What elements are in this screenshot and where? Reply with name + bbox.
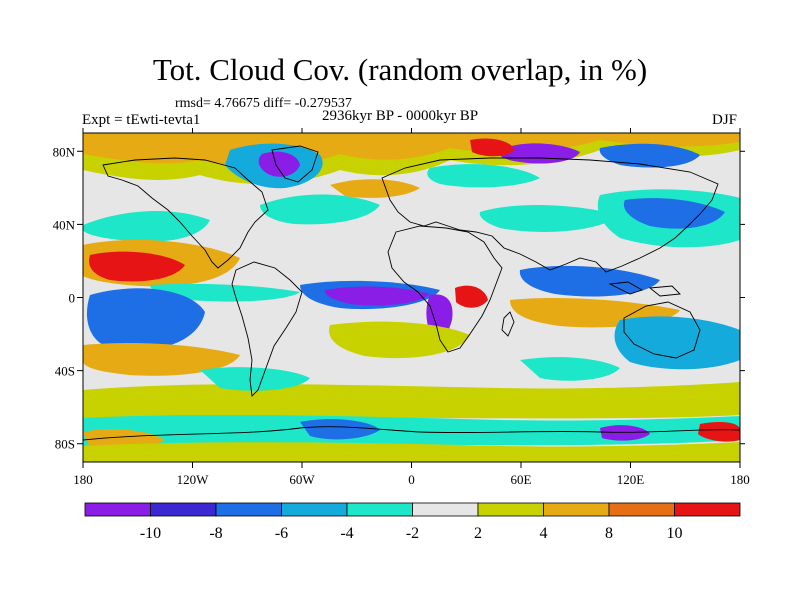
contour-field (83, 133, 740, 462)
lat-tick-label: 80N (53, 144, 76, 159)
colorbar-label: 8 (605, 525, 613, 542)
lon-tick-label: 60W (289, 472, 315, 487)
antarctic-cyan-band (83, 414, 740, 446)
colorbar-swatch (150, 502, 217, 517)
antarctic-purple-patch (600, 425, 650, 441)
asia-cyan (479, 204, 620, 232)
southern-ocean-cyan-b (520, 357, 620, 381)
greenland-purple (258, 151, 300, 177)
period-label: 2936kyr BP - 0000kyr BP (322, 108, 479, 124)
colorbar-label: -2 (406, 525, 419, 542)
experiment-label: Expt = tEwti-tevta1 (82, 112, 201, 128)
antarctic-red-east (698, 422, 740, 442)
antarctica-coast (83, 426, 740, 441)
atlantic-itcz-purple (324, 286, 430, 306)
colorbar-swatch (412, 502, 479, 517)
colorbar-label: -10 (140, 525, 161, 542)
indian-ocean-blue (519, 265, 660, 297)
lat-tick-label: 40N (53, 217, 76, 232)
colorbar-swatch (608, 502, 675, 517)
lon-tick-label: 120W (177, 472, 210, 487)
stats-readout: rmsd= 4.76675 diff= -0.279537 (175, 96, 352, 111)
lon-tick-label: 180 (73, 472, 93, 487)
lat-tick-label: 40S (55, 364, 75, 379)
colorbar-label: -8 (209, 525, 222, 542)
south-america-coast (231, 261, 303, 397)
lon-tick-label: 120E (617, 472, 645, 487)
africa-coast (387, 225, 503, 353)
map-title: Tot. Cloud Cov. (random overlap, in %) (152, 52, 648, 87)
southern-ocean-cyan-a (200, 367, 310, 391)
south-orange-band (83, 343, 240, 376)
colorbar-swatch (215, 502, 282, 517)
madagascar-coast (501, 311, 515, 337)
north-america-coast (102, 157, 269, 269)
lat-tick-label: 80S (55, 437, 75, 452)
lon-tick-label: 180 (730, 472, 750, 487)
colorbar-label: 10 (667, 525, 683, 542)
central-africa-red (455, 285, 488, 308)
lat-tick-label: 0 (69, 291, 76, 306)
antarctic-blue-patch (300, 419, 380, 440)
colorbar-swatch (477, 502, 544, 517)
west-pacific-blue (623, 198, 725, 229)
colorbar-label: -4 (340, 525, 353, 542)
colorbar-swatch (346, 502, 413, 517)
colorbar-label: -6 (275, 525, 288, 542)
lon-tick-label: 0 (408, 472, 415, 487)
australia-coast (623, 301, 701, 359)
east-pacific-red (89, 251, 185, 282)
arctic-blue-east (599, 143, 700, 168)
axis-ticks: 180 120W 60W 0 60E 120E 180 80N 40N 0 40S 80S (53, 128, 750, 487)
indonesia-coast (608, 281, 681, 297)
colorbar-swatch (543, 502, 610, 517)
north-pacific-cyan (83, 210, 210, 242)
colorbar-label: 4 (540, 525, 548, 542)
antarctic-yellow-base (83, 442, 740, 462)
coastlines (83, 145, 740, 441)
lon-tick-label: 60E (511, 472, 532, 487)
north-atlantic-orange (330, 179, 420, 198)
colorbar-swatch (674, 502, 741, 517)
australia-cyan (614, 316, 740, 370)
siberia-cyan (427, 164, 540, 188)
colorbar-label: 2 (474, 525, 482, 542)
south-pacific-blue (86, 288, 205, 351)
colorbar-swatch (84, 502, 151, 517)
arctic-red-patch (470, 138, 515, 157)
greenland-coast (271, 145, 319, 183)
season-label: DJF (712, 112, 738, 128)
southern-ocean-yellow (83, 382, 740, 419)
north-atlantic-cyan (260, 194, 380, 225)
colorbar-swatch (281, 502, 348, 517)
tropical-pacific-cyan (150, 283, 300, 302)
south-atlantic-yellow (329, 321, 470, 359)
colorbar: -10 -8 -6 -4 -2 2 4 8 10 (84, 502, 741, 542)
eurasia-coast (381, 157, 719, 273)
